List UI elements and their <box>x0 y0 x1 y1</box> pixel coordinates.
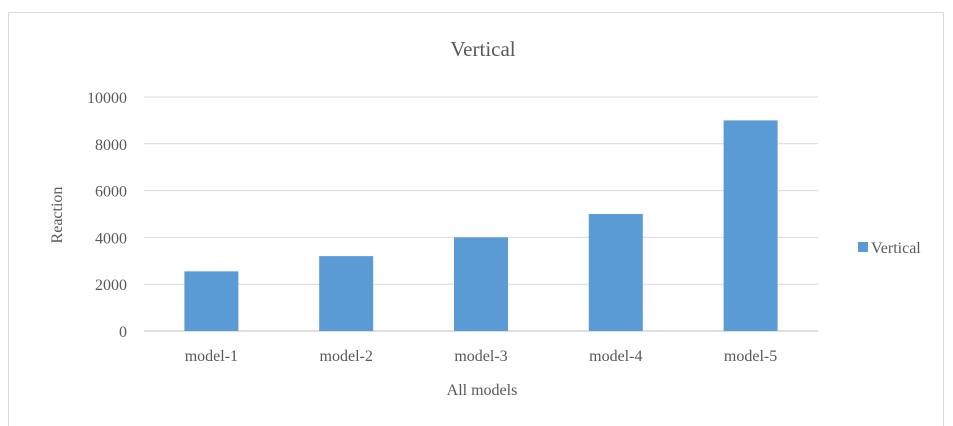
y-tick-label: 6000 <box>95 184 127 201</box>
x-axis-title: All models <box>447 382 518 399</box>
x-tick-label: model-1 <box>185 348 238 365</box>
y-tick-label: 2000 <box>95 277 127 294</box>
legend-swatch-vertical <box>858 242 868 252</box>
y-axis-title: Reaction <box>49 187 66 244</box>
x-tick-label: model-4 <box>589 348 642 365</box>
chart-title: Vertical <box>450 37 515 61</box>
bar-model-1 <box>184 271 239 331</box>
y-tick-label: 10000 <box>87 90 127 107</box>
bar-model-2 <box>319 256 374 331</box>
y-tick-label: 4000 <box>95 230 127 247</box>
legend-label-vertical: Vertical <box>871 240 921 257</box>
legend: Vertical <box>858 240 921 257</box>
chart-frame <box>8 12 944 426</box>
bar-model-3 <box>454 237 508 331</box>
x-tick-label: model-5 <box>724 348 777 365</box>
x-tick-label: model-2 <box>320 348 373 365</box>
y-tick-label: 8000 <box>95 137 127 154</box>
x-tick-label: model-3 <box>454 348 507 365</box>
y-tick-label: 0 <box>119 324 127 341</box>
bars <box>184 120 778 332</box>
bar-model-5 <box>723 120 778 332</box>
bar-model-4 <box>588 214 643 331</box>
x-axis-ticks: model-1 model-2 model-3 model-4 model-5 <box>185 348 778 365</box>
y-axis-ticks: 0 2000 4000 6000 8000 10000 <box>87 90 127 341</box>
